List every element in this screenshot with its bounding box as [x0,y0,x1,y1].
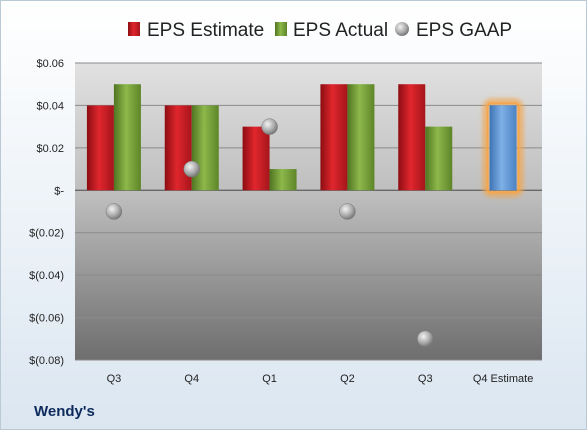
y-tick-label: $0.04 [36,100,64,112]
bars [86,84,524,197]
plot-area [75,63,542,360]
gridlines [75,62,542,361]
x-tick-label: Q4 [184,373,199,385]
y-tick-label: $- [54,185,64,197]
y-tick-label: $(0.08) [29,355,64,367]
bar-eps-actual [425,126,453,191]
bar-eps-estimate [320,84,348,191]
bar-highlight-outline [486,102,520,194]
legend-label-eps-estimate: EPS Estimate [147,20,264,41]
point-eps-gaap [339,203,356,220]
y-tick-label: $0.02 [36,143,64,155]
legend-item-eps-actual: EPS Actual [275,20,388,41]
y-tick-label: $(0.02) [29,228,64,240]
y-tick-label: $(0.04) [29,270,64,282]
gaap-points [105,118,434,348]
bar-eps-actual [113,84,141,191]
bar-eps-estimate [242,126,270,191]
bar-highlight-glow [483,98,524,197]
legend-item-eps-gaap: EPS GAAP [395,20,512,41]
point-eps-gaap [261,118,278,135]
point-eps-gaap [417,330,434,348]
bar-eps-actual [347,84,375,191]
y-tick-label: $(0.06) [29,313,64,325]
x-tick-label: Q1 [262,373,277,385]
legend-label-eps-gaap: EPS GAAP [416,20,512,41]
bar-eps-actual [191,105,219,191]
bar-eps-estimate [164,105,192,191]
legend-swatch-eps-estimate [128,22,140,36]
legend-marker-eps-gaap [395,22,409,36]
x-tick-label: Q2 [340,373,355,385]
bar-eps-estimate [398,84,426,191]
company-label: Wendy's [34,403,95,420]
point-eps-gaap [105,203,123,220]
y-axis: $0.06 $0.04 $0.02 $- $(0.02) $(0.04) $(0.06) $(… [29,58,64,367]
x-tick-label: Q3 [418,373,433,385]
y-tick-label: $0.06 [36,58,64,70]
point-eps-gaap [183,160,200,178]
legend-label-eps-actual: EPS Actual [293,20,388,41]
bar-eps-estimate-future [489,105,517,191]
legend: EPS Estimate EPS Actual EPS GAAP [128,20,512,41]
legend-item-eps-estimate: EPS Estimate [128,20,264,41]
x-tick-label: Q4 Estimate [473,373,534,385]
bar-eps-estimate [86,105,114,191]
bar-eps-actual [269,169,297,191]
x-tick-label: Q3 [107,373,122,385]
legend-swatch-eps-actual [275,22,287,36]
x-axis: Q3 Q4 Q1 Q2 Q3 Q4 Estimate [107,373,534,385]
